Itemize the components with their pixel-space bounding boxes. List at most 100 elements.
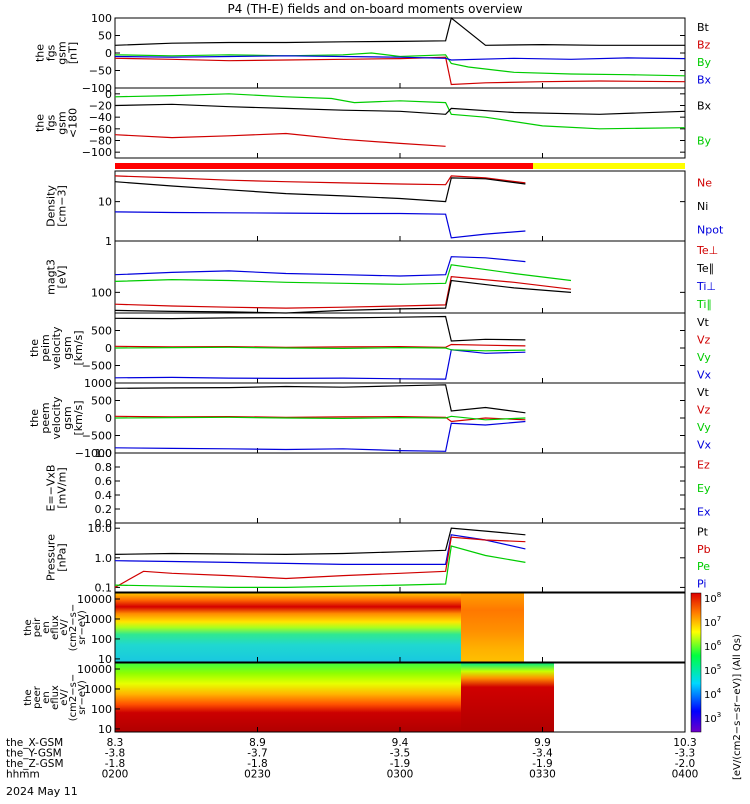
y-axis-label: [cm−3] (56, 185, 69, 227)
y-tick-label: 500 (91, 325, 112, 338)
y-axis-label: E=−VxB (45, 465, 58, 512)
peir-spectrum-pre (115, 593, 461, 662)
y-axis-label: <180 (67, 108, 80, 138)
x-row-value: -1.8 (105, 758, 126, 770)
legend-Ez: Ez (697, 459, 710, 472)
panel-density: 10 1 Density[cm−3] Ne Ni Npot (45, 170, 724, 248)
date-label: 2024 May 11 (6, 785, 78, 798)
legend-Bx: Bx (697, 100, 712, 113)
legend-Vy: Vy (697, 421, 711, 434)
series-Pi (114, 534, 526, 566)
series-Vx (114, 420, 526, 452)
spectrogram-peir (115, 593, 524, 662)
y-tick-label: 0.6 (95, 475, 113, 488)
line-panels: 100500−50−100thefgsgsm[nT]BtBzByBx0−20−4… (28, 12, 724, 594)
y-tick-label: −80 (89, 135, 112, 148)
panel-frame (114, 87, 686, 159)
y-axis-label: the (28, 409, 41, 427)
colorbar-tick-label: 104 (704, 687, 722, 701)
y-tick-label: 0.2 (95, 503, 113, 516)
x-row-value: -1.9 (390, 758, 411, 770)
panel-frame (114, 452, 686, 524)
y-axis-label: the (23, 689, 34, 705)
series-Bz (114, 56, 686, 86)
colorbar-tick-label: 103 (704, 711, 721, 725)
y-tick-label: 0 (105, 412, 112, 425)
y-tick-label: 10 (98, 196, 112, 209)
x-row-value: 0330 (529, 769, 556, 781)
series-By (114, 93, 686, 130)
y-tick-label: −500 (82, 430, 112, 443)
x-row-value: -1.8 (247, 758, 268, 770)
y-axis-label: fgs (45, 44, 58, 61)
series-Npot (114, 211, 526, 239)
y-tick-label: 0.0 (95, 517, 113, 530)
peer-spectrum-post (461, 663, 554, 732)
legend-Vz: Vz (697, 333, 711, 346)
y-axis-label: gsm (61, 406, 74, 429)
series-Vy (114, 415, 526, 421)
x-row-value: -3.7 (247, 748, 268, 760)
y-axis-label: sr−eV) (77, 610, 88, 645)
series-Vz (114, 343, 526, 348)
y-axis-label: fgs (45, 114, 58, 131)
y-tick-label: 100 (91, 703, 112, 716)
y-axis-label: [km/s] (72, 330, 85, 365)
legend-Vy: Vy (697, 351, 711, 364)
y-tick-label: 50 (98, 30, 112, 43)
series-Ti∥ (114, 264, 572, 285)
y-axis-label: gsm (61, 336, 74, 359)
y-tick-label: 1.0 (95, 447, 113, 460)
legend-Ex: Ex (697, 505, 711, 518)
legend-Ti⊥: Ti⊥ (696, 280, 716, 293)
y-axis-label: [mV/m] (56, 467, 69, 508)
panel-frame (114, 170, 686, 242)
y-tick-label: −50 (89, 65, 112, 78)
y-tick-label: −500 (82, 360, 112, 373)
spec-axes-peer_eflux: 10000 1000 100 10 thepeerenefluxeV/(cm2−s−sr… (23, 662, 686, 736)
y-axis-label: peim (39, 334, 52, 362)
x-row-label: the_Z-GSM (6, 758, 64, 770)
series-Ni (114, 177, 526, 203)
x-row-value: 0300 (387, 769, 414, 781)
colorbar-tick-label: 105 (704, 663, 721, 677)
y-tick-label: −1000 (75, 447, 112, 460)
y-tick-label: 0.8 (95, 461, 113, 474)
y-axis-label: en (41, 691, 52, 704)
colorbar-tick-label: 106 (704, 639, 722, 653)
series-Bx (114, 103, 686, 115)
legend-By: By (697, 56, 712, 69)
x-row-value: -2.0 (675, 758, 696, 770)
y-tick-label: −40 (89, 111, 112, 124)
y-axis-label: Pressure (45, 534, 58, 581)
series-Pb (114, 536, 526, 588)
series-Vt (114, 315, 526, 342)
x-row-value: 9.4 (392, 737, 409, 749)
y-axis-label: peer (32, 685, 43, 709)
y-tick-label: 10000 (77, 593, 112, 606)
series-Vy (114, 346, 526, 352)
legend-Te∥: Te∥ (696, 262, 714, 275)
y-axis-label: velocity (50, 396, 63, 439)
y-axis-label: peir (32, 617, 43, 637)
y-tick-label: 1 (105, 235, 112, 248)
y-axis-label: eV/ (59, 619, 70, 636)
x-row-label: the_X-GSM (6, 737, 63, 749)
legend-Bt: Bt (697, 21, 710, 34)
panel-frame (114, 17, 686, 89)
y-tick-label: 1000 (84, 683, 112, 696)
y-tick-label: 500 (91, 395, 112, 408)
series-Bx (114, 55, 686, 61)
y-axis-label: (cm2−s− (68, 674, 79, 721)
y-tick-label: −20 (89, 100, 112, 113)
y-tick-label: 0.4 (95, 489, 113, 502)
colorbar-ticks: 108 107 106 105 104 103 (704, 591, 722, 725)
legend-Vz: Vz (697, 403, 711, 416)
series-Ne (114, 175, 526, 186)
colorbar-label: [eV/(cm2−s−sr−eV)] (All Qs) (732, 634, 743, 780)
x-row-value: -3.5 (390, 748, 411, 760)
legend-Te⊥: Te⊥ (696, 244, 718, 257)
y-axis-label: the (34, 114, 47, 132)
